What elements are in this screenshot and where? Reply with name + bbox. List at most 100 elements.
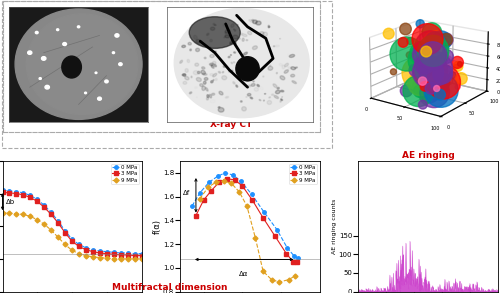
0 MPa: [41, 204, 47, 207]
9 MPa: [132, 257, 138, 261]
Line: 9 MPa: 9 MPa: [1, 212, 144, 260]
3 MPa: [6, 191, 12, 195]
9 MPa: [41, 222, 47, 226]
9 MPa: [206, 185, 212, 189]
9 MPa: [244, 204, 250, 208]
Line: 0 MPa: 0 MPa: [190, 171, 300, 260]
Title: AE ringing: AE ringing: [402, 151, 454, 160]
0 MPa: [83, 246, 89, 250]
0 MPa: [132, 252, 138, 255]
3 MPa: [224, 177, 230, 180]
0 MPa: [69, 238, 75, 241]
0 MPa: [97, 249, 103, 253]
3 MPa: [76, 245, 82, 248]
3 MPa: [83, 248, 89, 251]
9 MPa: [276, 280, 282, 284]
Title: AE Localization: AE Localization: [386, 0, 469, 1]
3 MPa: [208, 189, 214, 192]
9 MPa: [20, 213, 26, 216]
9 MPa: [97, 256, 103, 259]
3 MPa: [0, 190, 6, 194]
9 MPa: [83, 254, 89, 257]
3 MPa: [90, 250, 96, 253]
3 MPa: [124, 253, 130, 257]
9 MPa: [90, 255, 96, 259]
9 MPa: [48, 228, 54, 232]
9 MPa: [138, 257, 144, 261]
3 MPa: [34, 200, 40, 203]
3 MPa: [110, 253, 116, 256]
3 MPa: [240, 184, 246, 188]
0 MPa: [295, 256, 301, 260]
9 MPa: [34, 218, 40, 222]
0 MPa: [110, 251, 116, 254]
0 MPa: [48, 211, 54, 214]
0 MPa: [90, 248, 96, 251]
0 MPa: [28, 194, 34, 197]
Line: 3 MPa: 3 MPa: [1, 190, 144, 257]
0 MPa: [274, 228, 280, 231]
Text: Multifractal dimension: Multifractal dimension: [112, 283, 228, 292]
3 MPa: [132, 254, 138, 257]
Legend: 0 MPa, 3 MPa, 9 MPa: 0 MPa, 3 MPa, 9 MPa: [110, 164, 139, 184]
9 MPa: [292, 274, 298, 278]
Line: 9 MPa: 9 MPa: [198, 179, 296, 284]
0 MPa: [14, 190, 20, 193]
Text: Δb: Δb: [6, 199, 15, 205]
0 MPa: [248, 193, 254, 196]
3 MPa: [284, 252, 290, 255]
3 MPa: [290, 260, 296, 264]
Text: Δf: Δf: [183, 190, 190, 196]
0 MPa: [0, 188, 6, 192]
3 MPa: [20, 193, 26, 197]
9 MPa: [124, 257, 130, 261]
3 MPa: [62, 231, 68, 234]
3 MPa: [104, 252, 110, 255]
0 MPa: [124, 251, 130, 255]
3 MPa: [193, 214, 199, 217]
3 MPa: [232, 178, 237, 182]
9 MPa: [286, 278, 292, 281]
9 MPa: [0, 211, 6, 215]
9 MPa: [28, 215, 34, 218]
0 MPa: [222, 171, 228, 175]
9 MPa: [76, 252, 82, 255]
0 MPa: [206, 180, 212, 184]
3 MPa: [272, 234, 278, 237]
9 MPa: [213, 180, 219, 184]
0 MPa: [20, 191, 26, 195]
0 MPa: [214, 175, 220, 178]
3 MPa: [118, 253, 124, 257]
Y-axis label: AE ringing counts: AE ringing counts: [332, 199, 338, 254]
9 MPa: [14, 212, 20, 216]
0 MPa: [238, 179, 244, 183]
Text: Δα: Δα: [239, 271, 248, 277]
0 MPa: [62, 229, 68, 233]
3 MPa: [294, 260, 300, 264]
Y-axis label: f(α): f(α): [152, 219, 162, 234]
3 MPa: [260, 216, 266, 220]
3 MPa: [14, 192, 20, 195]
Line: 0 MPa: 0 MPa: [1, 188, 144, 255]
3 MPa: [138, 254, 144, 257]
0 MPa: [104, 250, 110, 253]
0 MPa: [284, 246, 290, 249]
9 MPa: [236, 190, 242, 193]
Legend: 0 MPa, 3 MPa, 9 MPa: 0 MPa, 3 MPa, 9 MPa: [288, 164, 316, 184]
9 MPa: [228, 182, 234, 185]
0 MPa: [291, 254, 297, 258]
0 MPa: [261, 210, 267, 214]
0 MPa: [197, 191, 203, 195]
3 MPa: [55, 221, 61, 225]
3 MPa: [69, 239, 75, 243]
0 MPa: [138, 252, 144, 255]
3 MPa: [97, 251, 103, 255]
0 MPa: [34, 198, 40, 201]
9 MPa: [220, 179, 226, 183]
9 MPa: [260, 270, 266, 273]
0 MPa: [6, 189, 12, 193]
0 MPa: [230, 173, 236, 177]
9 MPa: [268, 278, 274, 281]
Line: 3 MPa: 3 MPa: [194, 177, 299, 264]
3 MPa: [41, 205, 47, 209]
